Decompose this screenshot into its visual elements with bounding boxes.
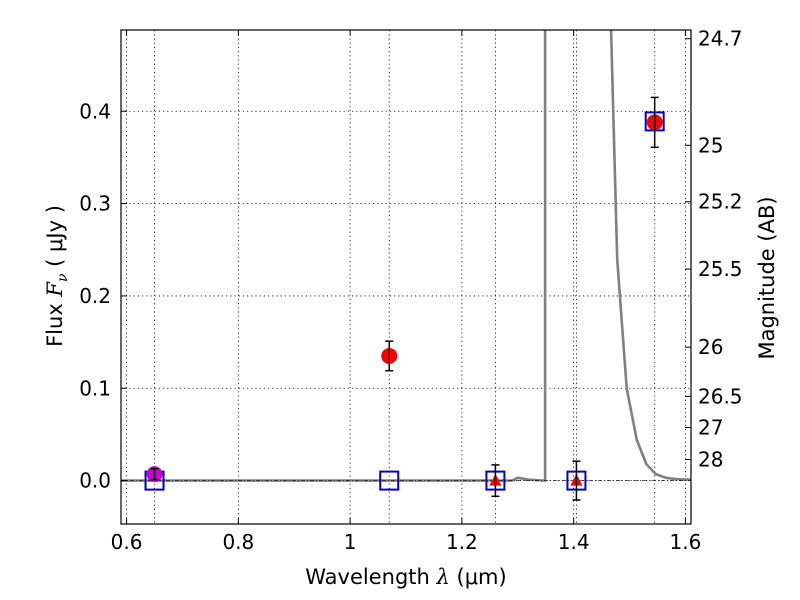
y2-tick-label: 28 [698, 447, 723, 471]
plot-frame [120, 29, 692, 525]
model-band-flux-square [379, 470, 400, 491]
y-tick-label: 0.0 [79, 469, 111, 493]
y-tick-label: 0.4 [79, 99, 111, 123]
model-spectrum-line [121, 30, 691, 482]
y2-tick-label: 24.7 [698, 27, 743, 51]
x-tick-label: 0.6 [111, 530, 143, 554]
y-axis-label: Flux Fν ( μJy ) [43, 205, 71, 347]
x-tick-label: 1.6 [670, 530, 702, 554]
y2-tick-label: 25.5 [698, 257, 743, 281]
y-tick-label: 0.2 [79, 284, 111, 308]
y2-tick-label: 26.5 [698, 384, 743, 408]
y2-tick-label: 25 [698, 133, 723, 157]
y2-tick-label: 26 [698, 335, 723, 359]
y2-tick-label: 25.2 [698, 190, 743, 214]
x-tick-label: 1 [344, 530, 357, 554]
secondary-y-axis-label: Magnitude (AB) [755, 196, 779, 359]
x-tick-label: 0.8 [222, 530, 254, 554]
y-tick-label: 0.1 [79, 376, 111, 400]
y2-tick-label: 27 [698, 416, 723, 440]
y-tick-label: 0.3 [79, 192, 111, 216]
data-series [121, 30, 691, 501]
x-tick-label: 1.2 [446, 530, 478, 554]
x-axis-label: Wavelength λ (μm) [305, 565, 506, 589]
tick-marks [121, 30, 691, 524]
x-tick-label: 1.4 [558, 530, 590, 554]
tick-labels: 0.6 0.8 1 1.2 1.4 1.6 0.0 0.1 0.2 0.3 0.4 24.7 25 25.… [79, 27, 742, 554]
grid-lines [121, 30, 691, 524]
